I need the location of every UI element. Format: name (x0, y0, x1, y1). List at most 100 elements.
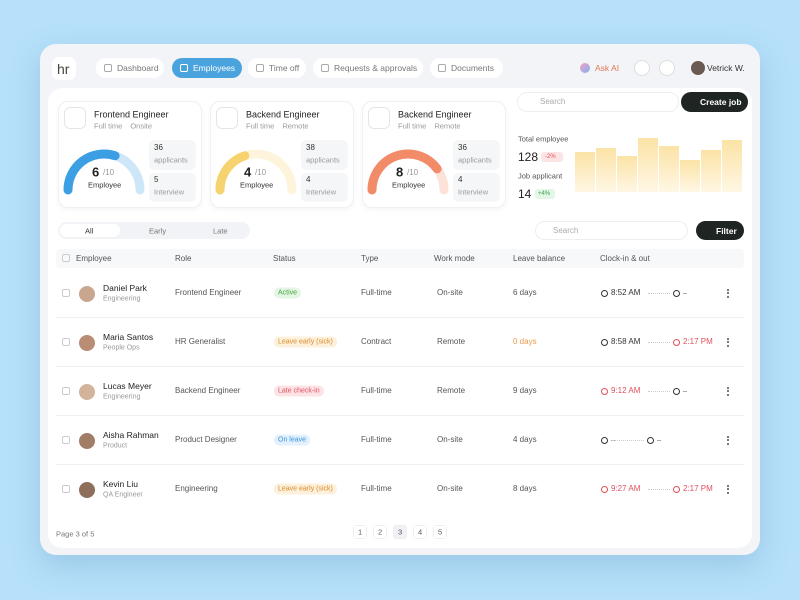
leave-balance: 8 days (513, 484, 537, 493)
applicant-value: 14 (518, 187, 532, 201)
row-checkbox[interactable] (62, 289, 70, 297)
employee-avatar (79, 433, 95, 449)
job-location: Onsite (130, 121, 153, 131)
work-mode: On-site (437, 484, 463, 493)
filter-label[interactable]: Filter (716, 225, 737, 236)
nav-icon (321, 64, 329, 72)
page-button[interactable] (433, 525, 447, 539)
employee-role: Backend Engineer (175, 386, 241, 395)
column-header[interactable]: Role (175, 254, 192, 263)
search-placeholder[interactable]: Search (540, 97, 566, 106)
applicants-box (149, 140, 196, 170)
employee-name[interactable]: Daniel Park (103, 282, 147, 293)
user-name[interactable]: Vetrick W. (707, 62, 745, 73)
applicants-label: applicants (306, 155, 340, 165)
employee-name[interactable]: Aisha Rahman (103, 429, 159, 440)
interviews-box (301, 173, 348, 202)
create-job-label[interactable]: Create job (700, 96, 742, 107)
tab-label[interactable]: Late (213, 226, 228, 236)
row-menu[interactable] (727, 485, 729, 494)
leave-balance: 4 days (513, 435, 537, 444)
nav-icon (438, 64, 446, 72)
column-header[interactable]: Leave balance (513, 254, 566, 263)
page-label: Page 3 of 5 (56, 529, 95, 539)
nav-tab[interactable] (430, 58, 503, 78)
page-number[interactable]: 2 (378, 527, 383, 537)
nav-tab[interactable] (313, 58, 423, 78)
create-job-button[interactable] (681, 92, 748, 112)
page-button[interactable] (393, 525, 407, 539)
employment-type: Full-time (361, 386, 392, 395)
employee-team: People Ops (103, 344, 140, 352)
nav-label[interactable]: Documents (451, 62, 494, 73)
page-number[interactable]: 5 (438, 527, 443, 537)
table-search[interactable] (535, 221, 688, 240)
nav-label[interactable]: Employees (193, 62, 236, 73)
row-menu[interactable] (727, 289, 729, 298)
clock-icon (600, 289, 608, 297)
column-header[interactable]: Type (361, 254, 379, 263)
header-checkbox[interactable] (62, 254, 70, 262)
interviews-label: Interview (154, 187, 185, 197)
column-header[interactable]: Clock-in & out (600, 254, 650, 263)
employee-role: Product Designer (175, 435, 237, 444)
notification-button[interactable] (659, 60, 675, 76)
column-header[interactable]: Employee (76, 254, 112, 263)
employee-name[interactable]: Maria Santos (103, 331, 154, 342)
employee-role: Engineering (175, 484, 218, 493)
applicants-label: applicants (154, 155, 188, 165)
nav-label[interactable]: Requests & approvals (334, 62, 418, 73)
page-button[interactable] (373, 525, 387, 539)
column-header[interactable]: Work mode (434, 254, 475, 263)
tab-label[interactable]: Early (149, 226, 167, 236)
nav-icon (256, 64, 264, 72)
nav-icon (180, 64, 188, 72)
ask-ai[interactable]: Ask AI (595, 62, 620, 73)
column-header[interactable]: Status (273, 254, 296, 263)
chart-bar (596, 148, 616, 192)
row-menu[interactable] (727, 436, 729, 445)
nav-tab[interactable] (172, 58, 242, 78)
search-box[interactable] (517, 92, 679, 112)
clock-icon (600, 485, 608, 493)
nav-label[interactable]: Dashboard (117, 62, 159, 73)
nav-tab[interactable] (96, 58, 164, 78)
page-number[interactable]: 1 (358, 527, 363, 537)
page-button[interactable] (413, 525, 427, 539)
row-menu[interactable] (727, 338, 729, 347)
interviews-box (453, 173, 500, 202)
gauge-capacity: /10 (255, 168, 267, 177)
page-button[interactable] (353, 525, 367, 539)
interviews-label: Interview (458, 187, 489, 197)
table-search-placeholder[interactable]: Search (553, 226, 579, 235)
employment-type: Contract (361, 337, 392, 346)
employee-name[interactable]: Lucas Meyer (103, 380, 152, 391)
nav-icon (104, 64, 112, 72)
employee-team: QA Engineer (103, 491, 143, 499)
nav-tab[interactable] (248, 58, 306, 78)
row-checkbox[interactable] (62, 485, 70, 493)
settings-button[interactable] (634, 60, 650, 76)
tab-label[interactable]: All (85, 226, 94, 236)
applicant-change: +4% (538, 191, 551, 197)
row-menu[interactable] (727, 387, 729, 396)
clock-icon (600, 387, 608, 395)
page-number[interactable]: 3 (398, 527, 403, 537)
applicant-label: Job applicant (518, 171, 563, 181)
user-avatar (691, 61, 705, 75)
row-checkbox[interactable] (62, 338, 70, 346)
page-number[interactable]: 4 (418, 527, 423, 537)
nav-label[interactable]: Time off (269, 62, 300, 73)
clock-icon (672, 485, 680, 493)
gauge-value: 6 (92, 164, 100, 180)
employee-avatar (79, 286, 95, 302)
row-checkbox[interactable] (62, 436, 70, 444)
work-mode: Remote (437, 386, 466, 395)
chart-bar (617, 156, 637, 192)
gauge-capacity: /10 (103, 168, 115, 177)
row-checkbox[interactable] (62, 387, 70, 395)
status-chip: Late check-in (274, 385, 324, 397)
employee-name[interactable]: Kevin Liu (103, 478, 138, 489)
applicants-count: 36 (458, 143, 467, 152)
filter-button[interactable] (696, 221, 744, 240)
